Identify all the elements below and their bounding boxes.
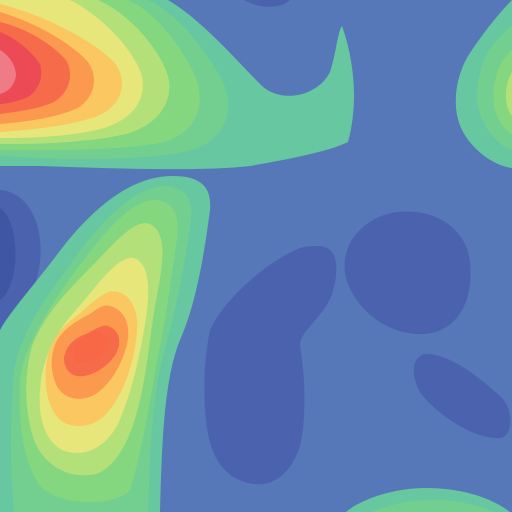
- contour-band-trough-center-level-low-1-2: [204, 246, 337, 485]
- contour-band-trough-top-level-low-1-5: [244, 0, 290, 7]
- contour-band-trough-lower-right-level-low-1-4: [413, 354, 511, 439]
- contour-band-rise-right-edge-level-yellow-1-28: [506, 72, 512, 116]
- contour-band-peak-top-left-level-peak-15: [0, 50, 16, 94]
- contour-band-trough-left-edge-level-low-2-1: [0, 208, 16, 300]
- contour-band-peak-center-left-level-red-1-24: [73, 331, 109, 363]
- contour-band-rise-bottom-center-level-green-2-30: [372, 500, 494, 512]
- contour-band-trough-right-level-low-1-3: [344, 211, 471, 335]
- contour-band-rise-right-edge-level-green-3-27: [493, 50, 512, 134]
